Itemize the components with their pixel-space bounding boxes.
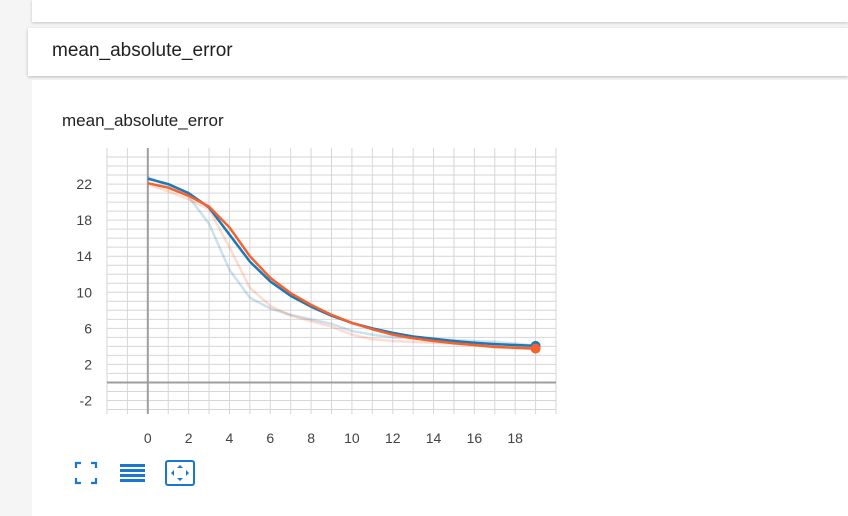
section-title: mean_absolute_error — [52, 40, 233, 61]
raw-series-line-2 — [147, 182, 536, 351]
y-tick-label: -2 — [80, 392, 93, 408]
x-tick-label: 2 — [185, 430, 193, 446]
y-tick-label: 22 — [76, 176, 92, 192]
series-end-point-2 — [530, 343, 541, 354]
y-tick-label: 14 — [76, 248, 92, 264]
section-header[interactable]: mean_absolute_error — [28, 28, 848, 76]
x-tick-label: 14 — [426, 430, 442, 446]
series-line-2 — [147, 181, 536, 350]
fullscreen-button[interactable] — [72, 459, 100, 487]
x-tick-label: 16 — [467, 430, 483, 446]
x-tick-label: 4 — [226, 430, 234, 446]
x-tick-label: 6 — [266, 430, 274, 446]
x-tick-label: 0 — [144, 430, 152, 446]
previous-card — [32, 0, 848, 22]
fit-domain-button[interactable] — [164, 459, 195, 487]
raw-series-line-1 — [147, 175, 536, 347]
x-tick-label: 8 — [307, 430, 315, 446]
fullscreen-icon — [74, 461, 98, 485]
x-tick-label: 12 — [385, 430, 401, 446]
fit-domain-icon — [165, 460, 195, 486]
toggle-legend-button[interactable] — [118, 459, 146, 487]
chart-title: mean_absolute_error — [62, 111, 224, 130]
y-tick-label: 6 — [84, 320, 92, 336]
x-tick-label: 18 — [507, 430, 523, 446]
x-tick-label: 10 — [344, 430, 360, 446]
y-tick-label: 18 — [76, 212, 92, 228]
y-tick-label: 2 — [84, 356, 92, 372]
y-tick-label: 10 — [76, 284, 92, 300]
legend-list-icon — [120, 464, 145, 482]
